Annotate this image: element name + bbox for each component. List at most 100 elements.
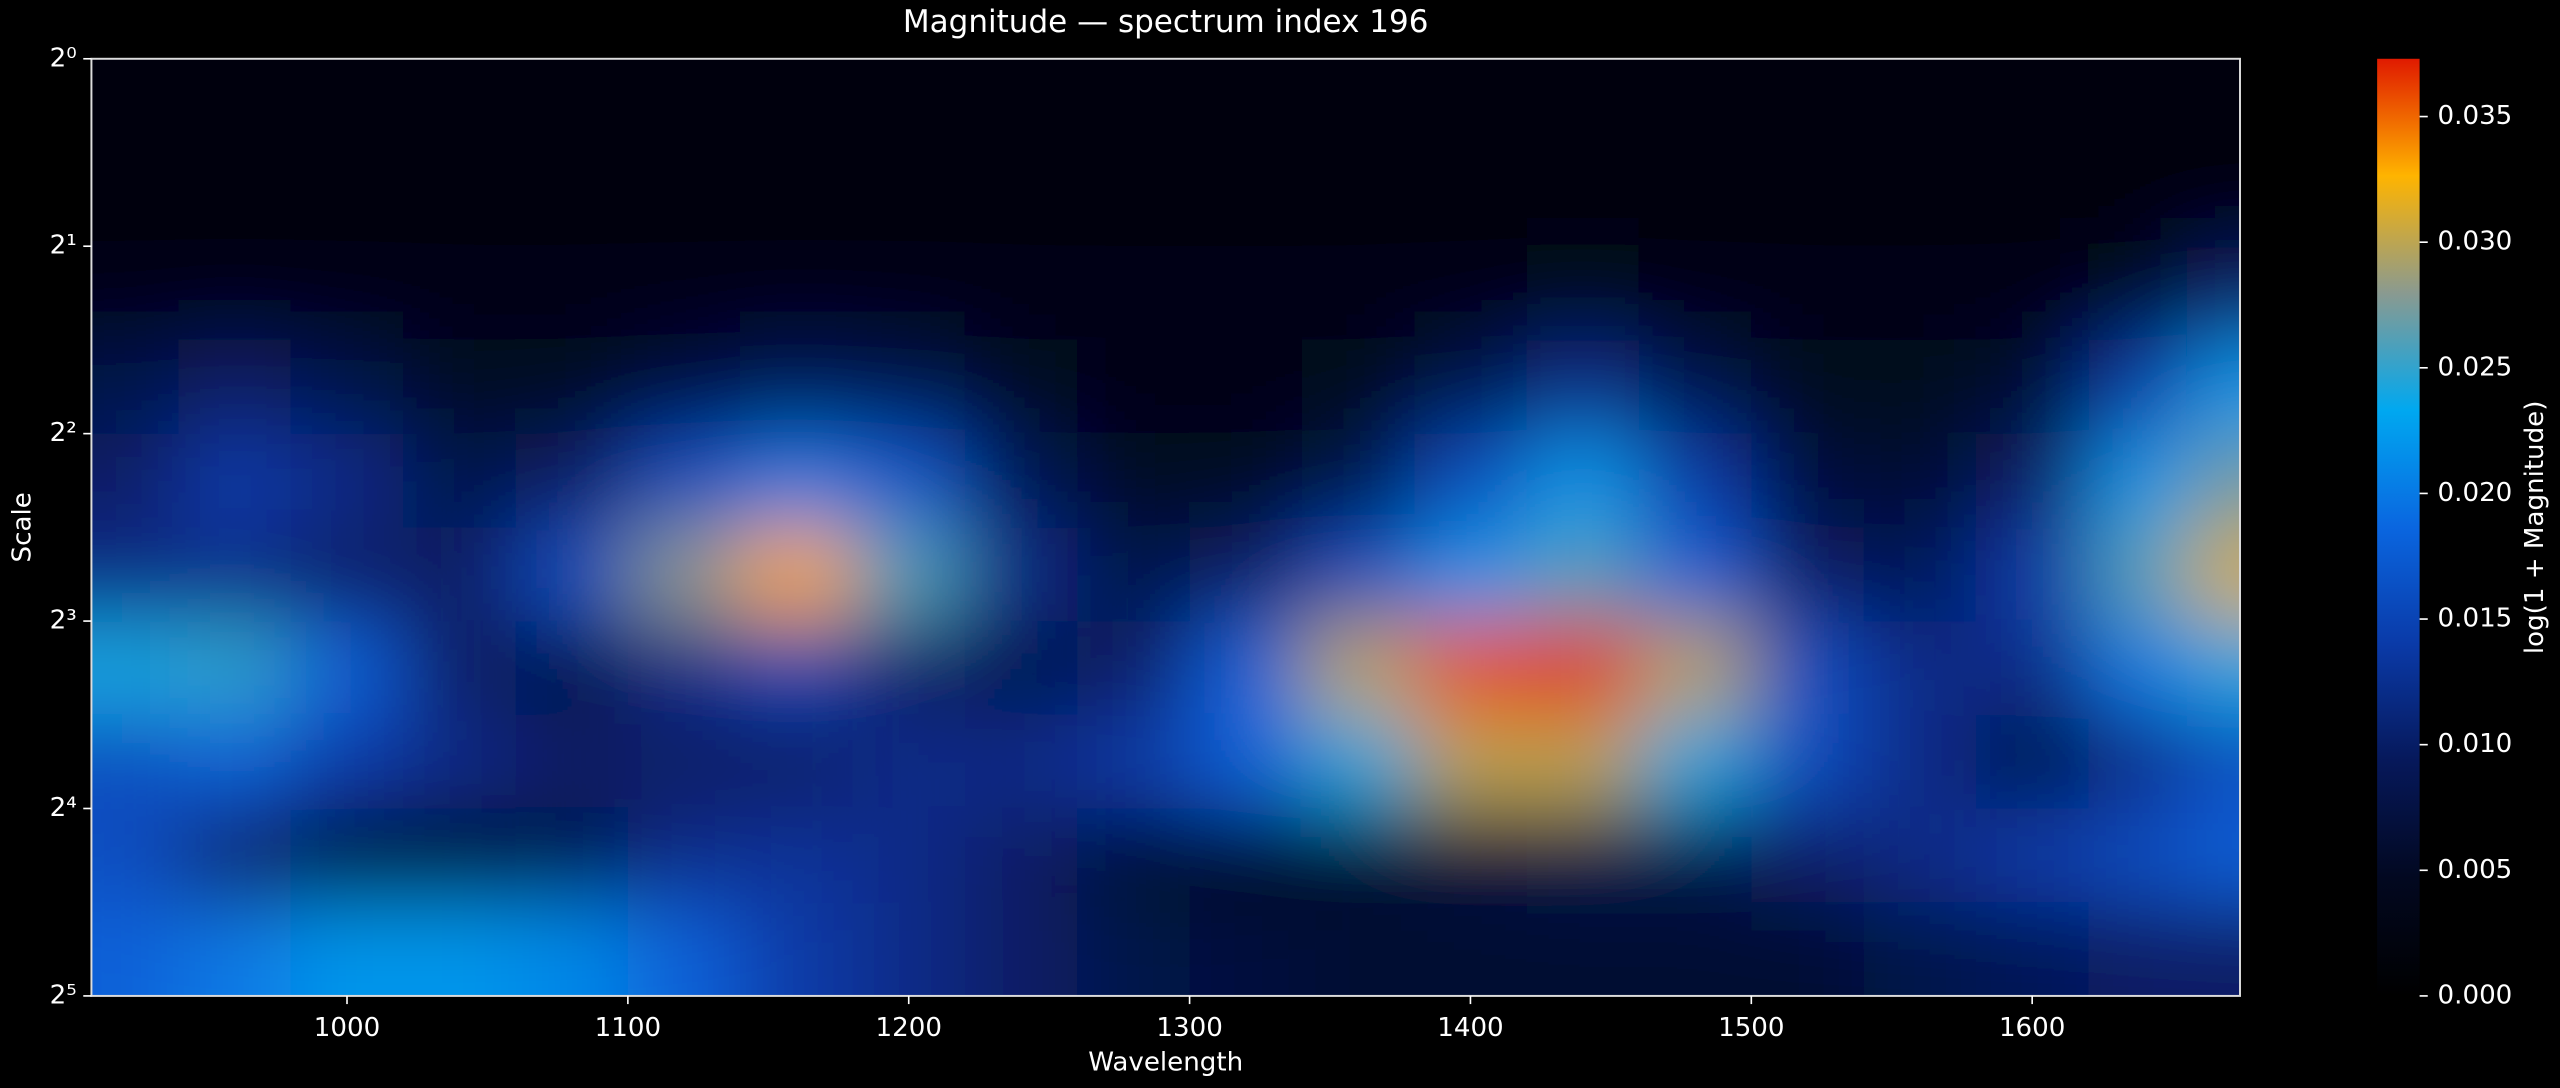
heat-cell bbox=[1526, 246, 1640, 341]
heat-cell bbox=[852, 808, 966, 904]
heat-cell bbox=[515, 621, 629, 716]
y-axis-label: Scale bbox=[7, 492, 37, 562]
heat-cell bbox=[1751, 902, 1865, 996]
heat-cell bbox=[740, 527, 854, 622]
x-tick-label: 1100 bbox=[595, 1013, 661, 1043]
heat-cell bbox=[91, 527, 180, 622]
heat-cell bbox=[515, 246, 629, 341]
heat-cell bbox=[1526, 58, 1640, 154]
heat-cell bbox=[178, 339, 292, 435]
heat-cell bbox=[1077, 246, 1191, 341]
heat-cell bbox=[2186, 152, 2240, 247]
heat-cell bbox=[290, 621, 404, 716]
heat-cell bbox=[178, 246, 292, 341]
heat-cell bbox=[1863, 714, 1977, 810]
x-tick-label: 1500 bbox=[1718, 1013, 1784, 1043]
heat-cell bbox=[627, 58, 742, 154]
heatmap-cells bbox=[91, 58, 2240, 996]
heat-cell bbox=[627, 152, 742, 247]
heat-cell bbox=[1526, 808, 1640, 904]
heat-cell bbox=[740, 714, 854, 810]
heat-cell bbox=[1301, 902, 1416, 996]
heat-cell bbox=[403, 808, 517, 904]
heat-cell bbox=[91, 902, 180, 996]
heat-cell bbox=[290, 58, 404, 154]
heat-cell bbox=[1414, 58, 1528, 154]
heat-cell bbox=[1751, 433, 1865, 529]
heat-cell bbox=[1301, 246, 1416, 341]
heat-cell bbox=[1526, 433, 1640, 529]
heat-cell bbox=[1301, 527, 1416, 622]
heat-cell bbox=[1189, 152, 1303, 247]
heat-cell bbox=[178, 433, 292, 529]
heat-cell bbox=[1414, 339, 1528, 435]
heat-cell bbox=[403, 621, 517, 716]
heat-cell bbox=[1975, 902, 2090, 996]
x-tick-label: 1200 bbox=[876, 1013, 942, 1043]
colorbar-tick-label: 0.025 bbox=[2438, 352, 2513, 382]
heat-cell bbox=[852, 527, 966, 622]
heat-cell bbox=[1526, 339, 1640, 435]
heat-cell bbox=[91, 433, 180, 529]
y-tick-label: 2¹ bbox=[50, 231, 77, 261]
heat-cell bbox=[1189, 246, 1303, 341]
heat-cell bbox=[1189, 433, 1303, 529]
y-tick-label: 2⁵ bbox=[50, 980, 77, 1010]
y-tick-label: 2³ bbox=[50, 606, 77, 636]
heat-cell bbox=[627, 246, 742, 341]
heat-cell bbox=[740, 902, 854, 996]
heat-cell bbox=[1751, 714, 1865, 810]
heat-cell bbox=[964, 152, 1079, 247]
heat-cell bbox=[178, 527, 292, 622]
x-axis-label: Wavelength bbox=[1088, 1047, 1243, 1077]
heat-cell bbox=[1863, 527, 1977, 622]
heat-cell bbox=[1975, 246, 2090, 341]
heat-cell bbox=[627, 339, 742, 435]
heat-cell bbox=[2186, 339, 2240, 435]
heat-cell bbox=[852, 714, 966, 810]
heat-cell bbox=[403, 902, 517, 996]
heat-cell bbox=[1077, 808, 1191, 904]
x-tick-label: 1600 bbox=[1999, 1013, 2065, 1043]
heat-cell bbox=[964, 58, 1079, 154]
heat-cell bbox=[964, 246, 1079, 341]
heat-cell bbox=[2088, 58, 2188, 154]
heat-cell bbox=[178, 152, 292, 247]
heat-cell bbox=[1526, 527, 1640, 622]
heat-cell bbox=[1638, 58, 1753, 154]
heat-cell bbox=[290, 433, 404, 529]
heat-cell bbox=[178, 808, 292, 904]
y-tick-label: 2² bbox=[50, 418, 77, 448]
heat-cell bbox=[1751, 808, 1865, 904]
colorbar-tick-label: 0.015 bbox=[2438, 604, 2513, 634]
heat-cell bbox=[627, 621, 742, 716]
heat-cell bbox=[1751, 152, 1865, 247]
heat-cell bbox=[964, 433, 1079, 529]
heat-cell bbox=[1189, 621, 1303, 716]
heat-cell bbox=[290, 527, 404, 622]
heat-cell bbox=[1414, 621, 1528, 716]
heat-cell bbox=[1975, 433, 2090, 529]
heat-cell bbox=[740, 808, 854, 904]
heat-cell bbox=[1863, 902, 1977, 996]
heat-cell bbox=[1077, 621, 1191, 716]
heat-cell bbox=[1638, 902, 1753, 996]
heat-cell bbox=[2186, 433, 2240, 529]
heat-cell bbox=[1077, 339, 1191, 435]
heat-cell bbox=[1975, 714, 2090, 810]
heat-cell bbox=[1414, 152, 1528, 247]
heat-cell bbox=[740, 339, 854, 435]
heat-cell bbox=[290, 152, 404, 247]
heat-cell bbox=[515, 339, 629, 435]
heat-cell bbox=[91, 246, 180, 341]
heat-cell bbox=[1526, 902, 1640, 996]
heat-cell bbox=[403, 58, 517, 154]
heat-cell bbox=[964, 527, 1079, 622]
heat-cell bbox=[740, 58, 854, 154]
heat-cell bbox=[627, 902, 742, 996]
heat-cell bbox=[740, 433, 854, 529]
heat-cell bbox=[91, 621, 180, 716]
heat-cell bbox=[1077, 433, 1191, 529]
heat-cell bbox=[1863, 339, 1977, 435]
